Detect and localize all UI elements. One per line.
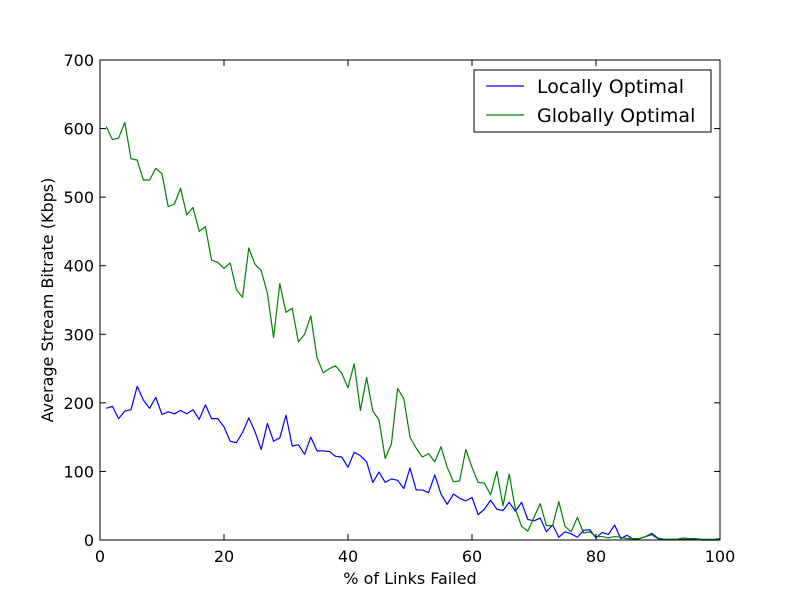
y-tick-label: 600 <box>63 120 94 139</box>
y-tick-label: 0 <box>84 531 94 550</box>
legend-label-globally-optimal: Globally Optimal <box>537 105 695 127</box>
x-tick-label: 20 <box>214 547 234 566</box>
legend: Locally Optimal Globally Optimal <box>473 69 712 133</box>
series-line-globally-optimal <box>105 121 721 540</box>
series-line-locally-optimal <box>106 385 720 541</box>
series-layer <box>105 121 721 541</box>
legend-label-locally-optimal: Locally Optimal <box>537 76 684 98</box>
legend-box <box>473 69 712 133</box>
y-tick-label: 400 <box>63 257 94 276</box>
y-tick-label: 500 <box>63 188 94 207</box>
x-tick-label: 0 <box>95 547 105 566</box>
x-tick-label: 80 <box>586 547 606 566</box>
plot-frame <box>99 59 721 541</box>
y-tick-label: 300 <box>63 325 94 344</box>
ticks-layer: 0 20 40 60 80 100 0 100 200 300 400 500 600 700 <box>63 51 735 566</box>
y-tick-label: 200 <box>63 394 94 413</box>
x-tick-label: 40 <box>338 547 358 566</box>
x-axis-title: % of Links Failed <box>343 569 476 588</box>
y-axis-title: Average Stream Bitrate (Kbps) <box>38 178 57 423</box>
x-tick-label: 100 <box>705 547 736 566</box>
y-tick-label: 700 <box>63 51 94 70</box>
x-tick-label: 60 <box>462 547 482 566</box>
y-tick-label: 100 <box>63 462 94 481</box>
